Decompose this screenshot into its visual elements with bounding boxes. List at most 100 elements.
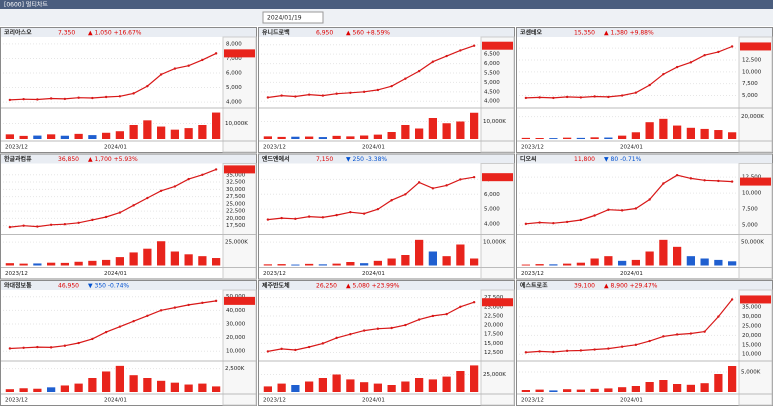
date-label: 2024/01 — [104, 398, 127, 404]
price-point — [118, 211, 122, 214]
chart-panel: 에스트로조 39,100 ▲ 8,900 +29.47% 10,000 15,000 20… — [516, 280, 773, 406]
price-line — [9, 300, 217, 350]
date-label: 2023/12 — [521, 398, 544, 404]
volume-bar — [102, 371, 111, 392]
volume-bar — [535, 389, 544, 392]
stock-name: 유니드로백 — [262, 29, 290, 37]
price-point — [362, 329, 366, 332]
price-point — [459, 178, 462, 181]
volume-bar — [318, 264, 327, 266]
y-tick-label: 7,500 — [742, 81, 758, 87]
date-label: 2023/12 — [521, 145, 544, 151]
y-tick-label: 22,500 — [484, 313, 504, 319]
price-point — [730, 298, 734, 301]
volume-tick-label: 10,000K — [483, 119, 506, 125]
price-line — [525, 45, 733, 99]
volume-bar — [198, 256, 207, 266]
price-point — [8, 98, 12, 102]
volume-bar — [360, 135, 369, 139]
price-point — [648, 339, 651, 343]
y-tick-label: 17,500 — [226, 223, 246, 229]
price-point — [620, 345, 624, 348]
price-point — [201, 173, 204, 176]
y-tick-label: 8,000 — [226, 41, 242, 47]
price-point — [104, 95, 108, 99]
y-tick-label: 10,000 — [742, 69, 762, 75]
price-line — [525, 174, 733, 225]
volume-bar — [659, 118, 668, 139]
y-tick-label: 22,500 — [226, 209, 246, 215]
volume-bar — [74, 383, 83, 392]
y-tick-label: 32,500 — [226, 180, 246, 186]
price-point — [675, 65, 679, 69]
price-point — [552, 350, 555, 354]
stock-name: 한글과컴퓨 — [4, 155, 32, 163]
volume-bar — [47, 262, 56, 266]
volume-bar — [33, 388, 42, 392]
price-point — [689, 61, 693, 64]
volume-bar — [5, 389, 14, 392]
last-price-box — [224, 296, 255, 305]
price-point — [8, 347, 12, 350]
price-point — [404, 77, 407, 80]
price-point — [146, 314, 149, 317]
volume-bar — [604, 256, 613, 266]
date-label: 2024/01 — [620, 271, 643, 277]
volume-bar — [387, 258, 396, 266]
volume-bar — [645, 382, 654, 392]
volume-bar — [700, 383, 709, 392]
volume-bar — [456, 371, 465, 392]
volume-bar — [631, 386, 640, 392]
price-point — [634, 207, 638, 210]
stock-price: 46,950 — [58, 283, 79, 290]
volume-bar — [143, 120, 152, 139]
price-point — [63, 97, 67, 101]
volume-bar — [157, 126, 166, 139]
volume-bar — [115, 365, 124, 392]
price-point — [703, 179, 706, 182]
y-tick-label: 6,000 — [484, 61, 500, 67]
y-tick-label: 4,500 — [484, 89, 500, 95]
stock-name: 코리아스오 — [4, 29, 32, 37]
volume-bar — [549, 138, 558, 139]
price-point — [579, 96, 583, 99]
price-point — [717, 50, 720, 54]
volume-bar — [563, 263, 572, 266]
volume-tick-label: 25,000K — [225, 240, 248, 246]
price-point — [214, 299, 218, 303]
volume-bar — [157, 241, 166, 266]
price-point — [22, 346, 25, 349]
axis-panel — [480, 289, 515, 406]
price-point — [593, 348, 596, 351]
price-point — [703, 54, 706, 57]
stock-name: 디오씨 — [520, 155, 537, 163]
volume-bar — [714, 130, 723, 139]
stock-price: 7,150 — [316, 156, 333, 163]
price-point — [36, 345, 39, 349]
y-tick-label: 10,000 — [742, 191, 762, 197]
price-point — [91, 96, 94, 100]
volume-bar — [263, 136, 272, 139]
volume-bar — [535, 264, 544, 266]
price-point — [349, 210, 352, 214]
price-point — [321, 216, 325, 219]
volume-bar — [129, 252, 138, 266]
stock-name: 엔드엔에서 — [262, 155, 290, 163]
axis-panel — [222, 289, 257, 406]
volume-bar — [198, 125, 207, 139]
volume-bar — [590, 137, 599, 139]
volume-bar — [590, 258, 599, 266]
price-point — [565, 220, 569, 224]
price-point — [620, 94, 624, 97]
volume-bar — [60, 385, 69, 392]
volume-bar — [277, 383, 286, 392]
volume-bar — [157, 380, 166, 392]
price-point — [390, 84, 393, 88]
volume-bar — [428, 118, 437, 139]
price-point — [201, 301, 204, 305]
stock-price: 15,350 — [574, 30, 595, 37]
price-point — [390, 199, 393, 202]
date-input[interactable] — [262, 11, 324, 24]
price-line — [525, 299, 733, 353]
volume-bar — [700, 128, 709, 139]
